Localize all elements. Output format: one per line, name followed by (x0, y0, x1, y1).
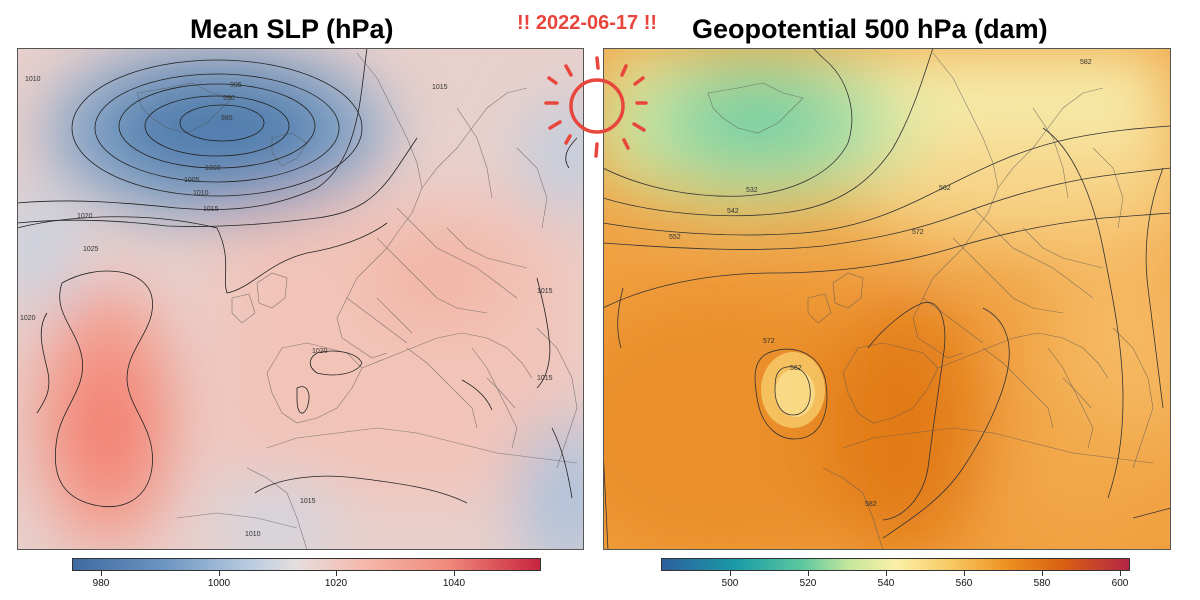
z500-label-582: 582 (865, 501, 877, 508)
slp-label-1020-iberia: 1020 (312, 348, 328, 355)
slp-label-1015-ne: 1015 (432, 84, 448, 91)
slp-tick-1000 (219, 571, 220, 576)
slp-map: 1010 995 990 985 1000 1005 1010 1015 102… (17, 48, 584, 550)
z500-label-552: 552 (669, 234, 681, 241)
z500-tick-520 (808, 571, 809, 576)
slp-label-985: 985 (221, 115, 233, 122)
z500-tick-label-540: 540 (877, 578, 895, 589)
z500-label-572-low: 572 (763, 338, 775, 345)
z500-tick-label-500: 500 (721, 578, 739, 589)
z500-tick-label-520: 520 (799, 578, 817, 589)
slp-label-1010-nw: 1010 (25, 76, 41, 83)
slp-tick-label-1040: 1040 (442, 578, 466, 589)
z500-panel-title: Geopotential 500 hPa (dam) (692, 14, 1048, 44)
slp-label-1000: 1000 (205, 165, 221, 172)
z500-label-582-ne: 582 (1080, 59, 1092, 66)
slp-label-1015-s: 1015 (300, 498, 316, 505)
z500-tick-label-600: 600 (1111, 578, 1129, 589)
z500-tick-560 (964, 571, 965, 576)
slp-tick-label-1000: 1000 (207, 578, 231, 589)
slp-isobars (17, 48, 578, 507)
z500-tick-600 (1120, 571, 1121, 576)
slp-coastlines (136, 52, 578, 550)
slp-label-1010-s: 1010 (245, 531, 261, 538)
z500-tick-500 (730, 571, 731, 576)
slp-label-995: 995 (230, 82, 242, 89)
z500-tick-label-560: 560 (955, 578, 973, 589)
z500-tick-580 (1042, 571, 1043, 576)
z500-label-572: 572 (912, 229, 924, 236)
slp-tick-1040 (454, 571, 455, 576)
z500-label-532: 532 (746, 187, 758, 194)
sun-icon (544, 56, 648, 158)
slp-label-1020: 1020 (77, 213, 93, 220)
slp-contour-labels: 1010 995 990 985 1000 1005 1010 1015 102… (20, 76, 553, 538)
slp-label-1015: 1015 (203, 206, 219, 213)
slp-tick-label-1020: 1020 (324, 578, 348, 589)
slp-label-1015-se: 1015 (537, 375, 553, 382)
z500-label-562-low: 562 (790, 365, 802, 372)
z500-tick-540 (886, 571, 887, 576)
slp-tick-1020 (336, 571, 337, 576)
date-banner: !! 2022-06-17 !! (517, 12, 658, 34)
slp-panel-title: Mean SLP (hPa) (190, 14, 394, 44)
slp-label-1020-w: 1020 (20, 315, 36, 322)
z500-contours (603, 48, 1171, 550)
slp-label-1025: 1025 (83, 246, 99, 253)
slp-colorbar (72, 558, 541, 571)
z500-colorbar (661, 558, 1130, 571)
slp-label-990: 990 (223, 95, 235, 102)
slp-tick-980 (101, 571, 102, 576)
slp-tick-label-980: 980 (92, 578, 110, 589)
z500-map: 532 542 552 562 572 572 562 582 582 (603, 48, 1171, 550)
z500-label-562: 562 (939, 185, 951, 192)
z500-label-542: 542 (727, 208, 739, 215)
z500-contour-labels: 532 542 552 562 572 572 562 582 582 (669, 59, 1092, 508)
z500-tick-label-580: 580 (1033, 578, 1051, 589)
slp-label-1015-e: 1015 (537, 288, 553, 295)
slp-label-1005: 1005 (184, 177, 200, 184)
z500-coastlines (707, 52, 1154, 550)
slp-label-1010: 1010 (193, 190, 209, 197)
